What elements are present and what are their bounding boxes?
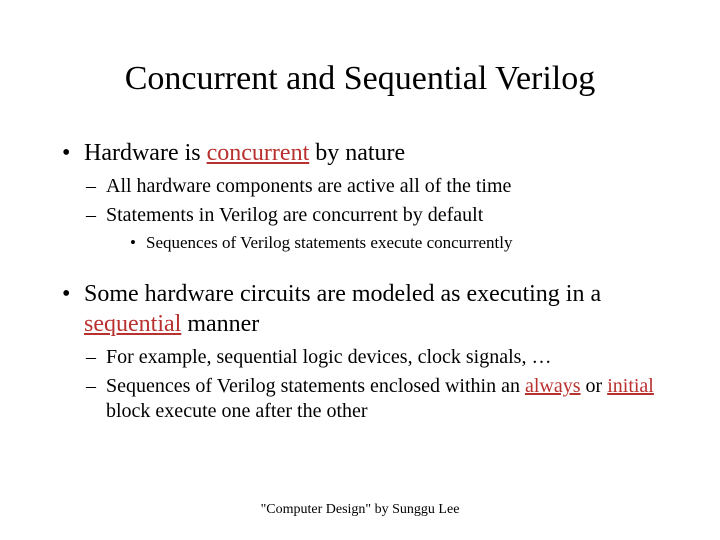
- bullet-text-highlight: sequential: [84, 311, 181, 337]
- bullet-text-suffix: by nature: [309, 140, 405, 166]
- bullet-text: All hardware components are active all o…: [106, 175, 511, 197]
- bullet-text-suffix: manner: [181, 311, 259, 337]
- bullet-text: Statements in Verilog are concurrent by …: [106, 204, 483, 226]
- bullet-item: For example, sequential logic devices, c…: [84, 345, 660, 370]
- slide-footer: "Computer Design" by Sunggu Lee: [0, 502, 720, 518]
- bullet-item: Statements in Verilog are concurrent by …: [84, 203, 660, 253]
- slide-content: Hardware is concurrent by nature All har…: [0, 138, 720, 424]
- bullet-run-highlight: initial: [607, 375, 654, 397]
- bullet-text: Sequences of Verilog statements execute …: [146, 233, 512, 252]
- bullet-run: or: [581, 375, 608, 397]
- spacer: [60, 259, 660, 273]
- bullet-text-prefix: Hardware is: [84, 140, 207, 166]
- bullet-list-level2: For example, sequential logic devices, c…: [84, 345, 660, 424]
- bullet-item: Sequences of Verilog statements execute …: [106, 232, 660, 253]
- bullet-item: Hardware is concurrent by nature All har…: [60, 138, 660, 253]
- bullet-run: Sequences of Verilog statements enclosed…: [106, 375, 525, 397]
- bullet-list-level3: Sequences of Verilog statements execute …: [106, 232, 660, 253]
- bullet-text-highlight: concurrent: [207, 140, 310, 166]
- bullet-item: Sequences of Verilog statements enclosed…: [84, 374, 660, 424]
- bullet-item: Some hardware circuits are modeled as ex…: [60, 279, 660, 424]
- bullet-run: block execute one after the other: [106, 400, 368, 422]
- slide: Concurrent and Sequential Verilog Hardwa…: [0, 0, 720, 540]
- bullet-list-level1: Hardware is concurrent by nature All har…: [60, 138, 660, 424]
- slide-title: Concurrent and Sequential Verilog: [0, 60, 720, 98]
- bullet-list-level2: All hardware components are active all o…: [84, 174, 660, 253]
- bullet-item: All hardware components are active all o…: [84, 174, 660, 199]
- bullet-run-highlight: always: [525, 375, 581, 397]
- bullet-text-prefix: Some hardware circuits are modeled as ex…: [84, 281, 601, 307]
- bullet-text: For example, sequential logic devices, c…: [106, 346, 551, 368]
